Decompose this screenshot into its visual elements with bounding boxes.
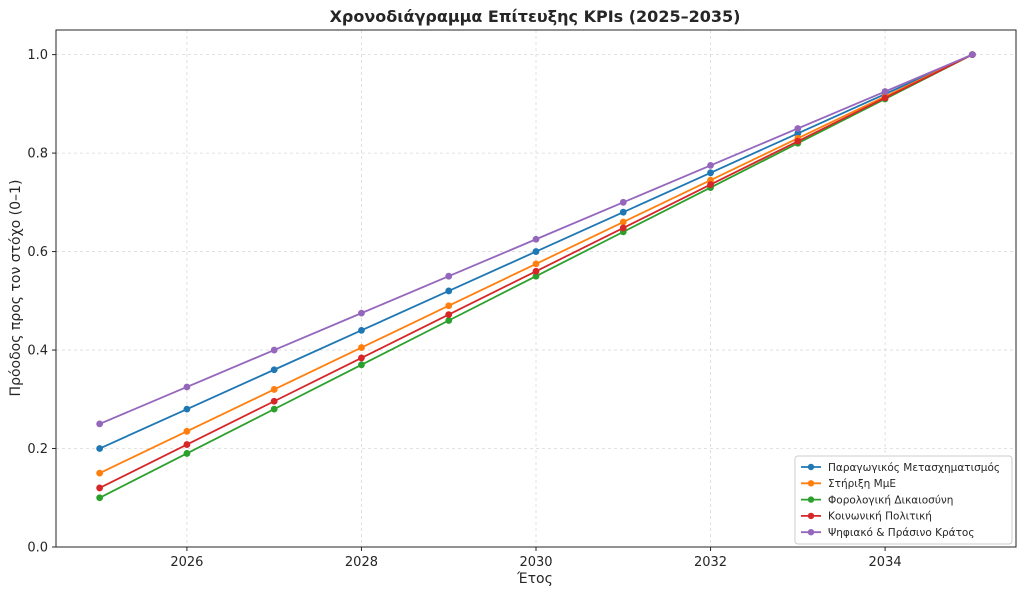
- y-tick-label: 0.6: [27, 245, 48, 260]
- data-point: [532, 267, 540, 275]
- x-tick-label: 2028: [345, 555, 378, 570]
- data-point: [619, 224, 627, 232]
- data-point: [270, 405, 278, 413]
- data-point: [358, 361, 365, 369]
- x-axis-label: Έτος: [516, 571, 553, 587]
- x-axis-ticks: 2026 2028 2030 2032 2034: [170, 547, 902, 570]
- chart-title: Χρονοδιάγραμμα Επίτευξης KPIs (2025–2035…: [330, 7, 741, 26]
- y-tick-label: 0.4: [27, 344, 48, 359]
- data-point: [881, 88, 889, 95]
- data-point: [183, 383, 191, 391]
- legend-swatch-marker: [807, 496, 815, 503]
- data-point: [707, 181, 714, 189]
- legend-label: Φορολογική Δικαιοσύνη: [828, 494, 953, 506]
- series-5: [96, 51, 976, 428]
- data-point: [358, 344, 365, 351]
- data-point: [183, 450, 191, 457]
- y-axis-label: Πρόοδος προς τον στόχο (0–1): [8, 180, 24, 397]
- data-point: [532, 235, 540, 243]
- legend-item: Παραγωγικός Μετασχηματισμός: [801, 462, 1000, 474]
- data-point: [707, 162, 714, 169]
- legend-item: Κοινωνική Πολιτική: [801, 511, 932, 523]
- legend-swatch-marker: [807, 512, 815, 520]
- data-point: [270, 386, 278, 393]
- data-point: [794, 125, 802, 132]
- data-point: [358, 309, 365, 317]
- data-point: [96, 484, 104, 492]
- data-point: [270, 346, 278, 354]
- legend-label: Κοινωνική Πολιτική: [828, 511, 932, 523]
- y-tick-label: 0.0: [27, 541, 48, 556]
- data-point: [532, 260, 540, 268]
- data-point: [96, 469, 104, 477]
- data-point: [707, 169, 714, 177]
- y-tick-label: 0.8: [27, 147, 48, 162]
- legend-label: Ψηφιακό & Πράσινο Κράτος: [828, 527, 975, 539]
- legend-label: Παραγωγικός Μετασχηματισμός: [828, 462, 1000, 474]
- legend-item: Ψηφιακό & Πράσινο Κράτος: [801, 527, 975, 539]
- data-point: [358, 354, 365, 362]
- y-axis-ticks: 0.0 0.2 0.4 0.6 0.8 1.0: [27, 48, 56, 556]
- data-point: [445, 287, 453, 295]
- data-point: [881, 94, 889, 102]
- legend-swatch-marker: [807, 480, 815, 487]
- data-point: [794, 137, 802, 145]
- legend-label: Στήριξη ΜμΕ: [828, 478, 896, 490]
- data-point: [619, 198, 627, 206]
- legend-swatch-marker: [807, 529, 815, 536]
- data-point: [445, 317, 453, 324]
- y-tick-label: 0.2: [27, 442, 48, 457]
- data-point: [445, 311, 453, 318]
- data-point: [532, 248, 540, 255]
- data-point: [270, 397, 278, 405]
- x-tick-label: 2026: [170, 555, 203, 570]
- data-point: [96, 494, 104, 502]
- data-point: [619, 208, 627, 216]
- data-point: [619, 218, 627, 226]
- legend-item: Φορολογική Δικαιοσύνη: [801, 494, 953, 506]
- data-point: [96, 445, 104, 452]
- x-tick-label: 2034: [869, 555, 902, 570]
- data-point: [358, 326, 365, 334]
- data-point: [183, 427, 191, 435]
- series-layer: [96, 51, 976, 502]
- legend-swatch-marker: [807, 463, 815, 471]
- data-point: [270, 366, 278, 374]
- data-point: [794, 130, 802, 137]
- x-tick-label: 2030: [519, 555, 552, 570]
- legend-item: Στήριξη ΜμΕ: [801, 478, 896, 490]
- legend: Παραγωγικός Μετασχηματισμός Στήριξη ΜμΕ Φο…: [794, 455, 1013, 545]
- data-point: [968, 51, 976, 59]
- y-tick-label: 1.0: [27, 48, 48, 63]
- data-point: [183, 405, 191, 413]
- data-point: [96, 420, 104, 428]
- data-point: [445, 302, 453, 310]
- x-tick-label: 2032: [694, 555, 727, 570]
- data-point: [445, 272, 453, 280]
- data-point: [532, 272, 540, 280]
- data-point: [183, 441, 191, 448]
- legend-box: [794, 455, 1013, 545]
